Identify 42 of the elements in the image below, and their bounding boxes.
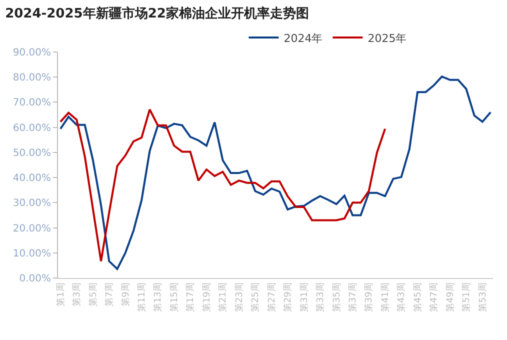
x-tick-label: 第11周 bbox=[136, 282, 148, 312]
x-tick-label: 第41周 bbox=[380, 282, 391, 312]
x-tick-label: 第49周 bbox=[444, 282, 456, 312]
x-tick-label: 第31周 bbox=[298, 282, 310, 312]
x-tick-label: 第1周 bbox=[55, 282, 66, 306]
x-tick-label: 第45周 bbox=[412, 282, 424, 312]
y-tick-label: 60.00% bbox=[12, 122, 51, 134]
x-tick-label: 第27周 bbox=[266, 282, 278, 312]
x-tick-label: 第35周 bbox=[331, 282, 342, 312]
x-tick-label: 第21周 bbox=[218, 282, 229, 312]
x-tick-label: 第39周 bbox=[364, 282, 375, 312]
legend-label: 2025年 bbox=[368, 32, 407, 45]
x-tick-label: 第9周 bbox=[120, 282, 132, 306]
x-tick-label: 第15周 bbox=[168, 282, 180, 312]
y-tick-label: 80.00% bbox=[12, 72, 51, 84]
legend-label: 2024年 bbox=[284, 32, 323, 45]
y-tick-label: 0.00% bbox=[19, 274, 51, 284]
x-tick-label: 第51周 bbox=[461, 282, 472, 312]
x-tick-label: 第7周 bbox=[104, 282, 116, 306]
x-tick-label: 第53周 bbox=[477, 282, 488, 312]
x-tick-label: 第25周 bbox=[250, 282, 262, 312]
y-tick-label: 70.00% bbox=[12, 98, 51, 109]
y-tick-label: 40.00% bbox=[12, 173, 51, 184]
x-tick-label: 第47周 bbox=[428, 282, 440, 312]
x-tick-label: 第3周 bbox=[72, 282, 83, 306]
x-tick-label: 第17周 bbox=[185, 282, 196, 312]
line-series bbox=[59, 76, 492, 270]
y-tick-label: 30.00% bbox=[12, 198, 51, 210]
x-tick-label: 第23周 bbox=[234, 282, 245, 312]
y-tick-label: 50.00% bbox=[12, 148, 51, 159]
x-tick-label: 第19周 bbox=[201, 282, 212, 312]
y-tick-label: 10.00% bbox=[12, 248, 51, 260]
y-tick-label: 20.00% bbox=[12, 223, 51, 234]
x-tick-label: 第29周 bbox=[282, 282, 294, 312]
x-tick-label: 第43周 bbox=[396, 282, 408, 312]
line-series bbox=[59, 108, 386, 262]
chart-title: 2024-2025年新疆市场22家棉油企业开机率走势图 bbox=[5, 6, 309, 22]
x-tick-label: 第5周 bbox=[88, 282, 99, 306]
x-tick-label: 第37周 bbox=[348, 282, 359, 312]
x-tick-label: 第33周 bbox=[315, 282, 326, 312]
x-tick-label: 第13周 bbox=[152, 282, 164, 312]
y-tick-label: 90.00% bbox=[12, 48, 51, 58]
